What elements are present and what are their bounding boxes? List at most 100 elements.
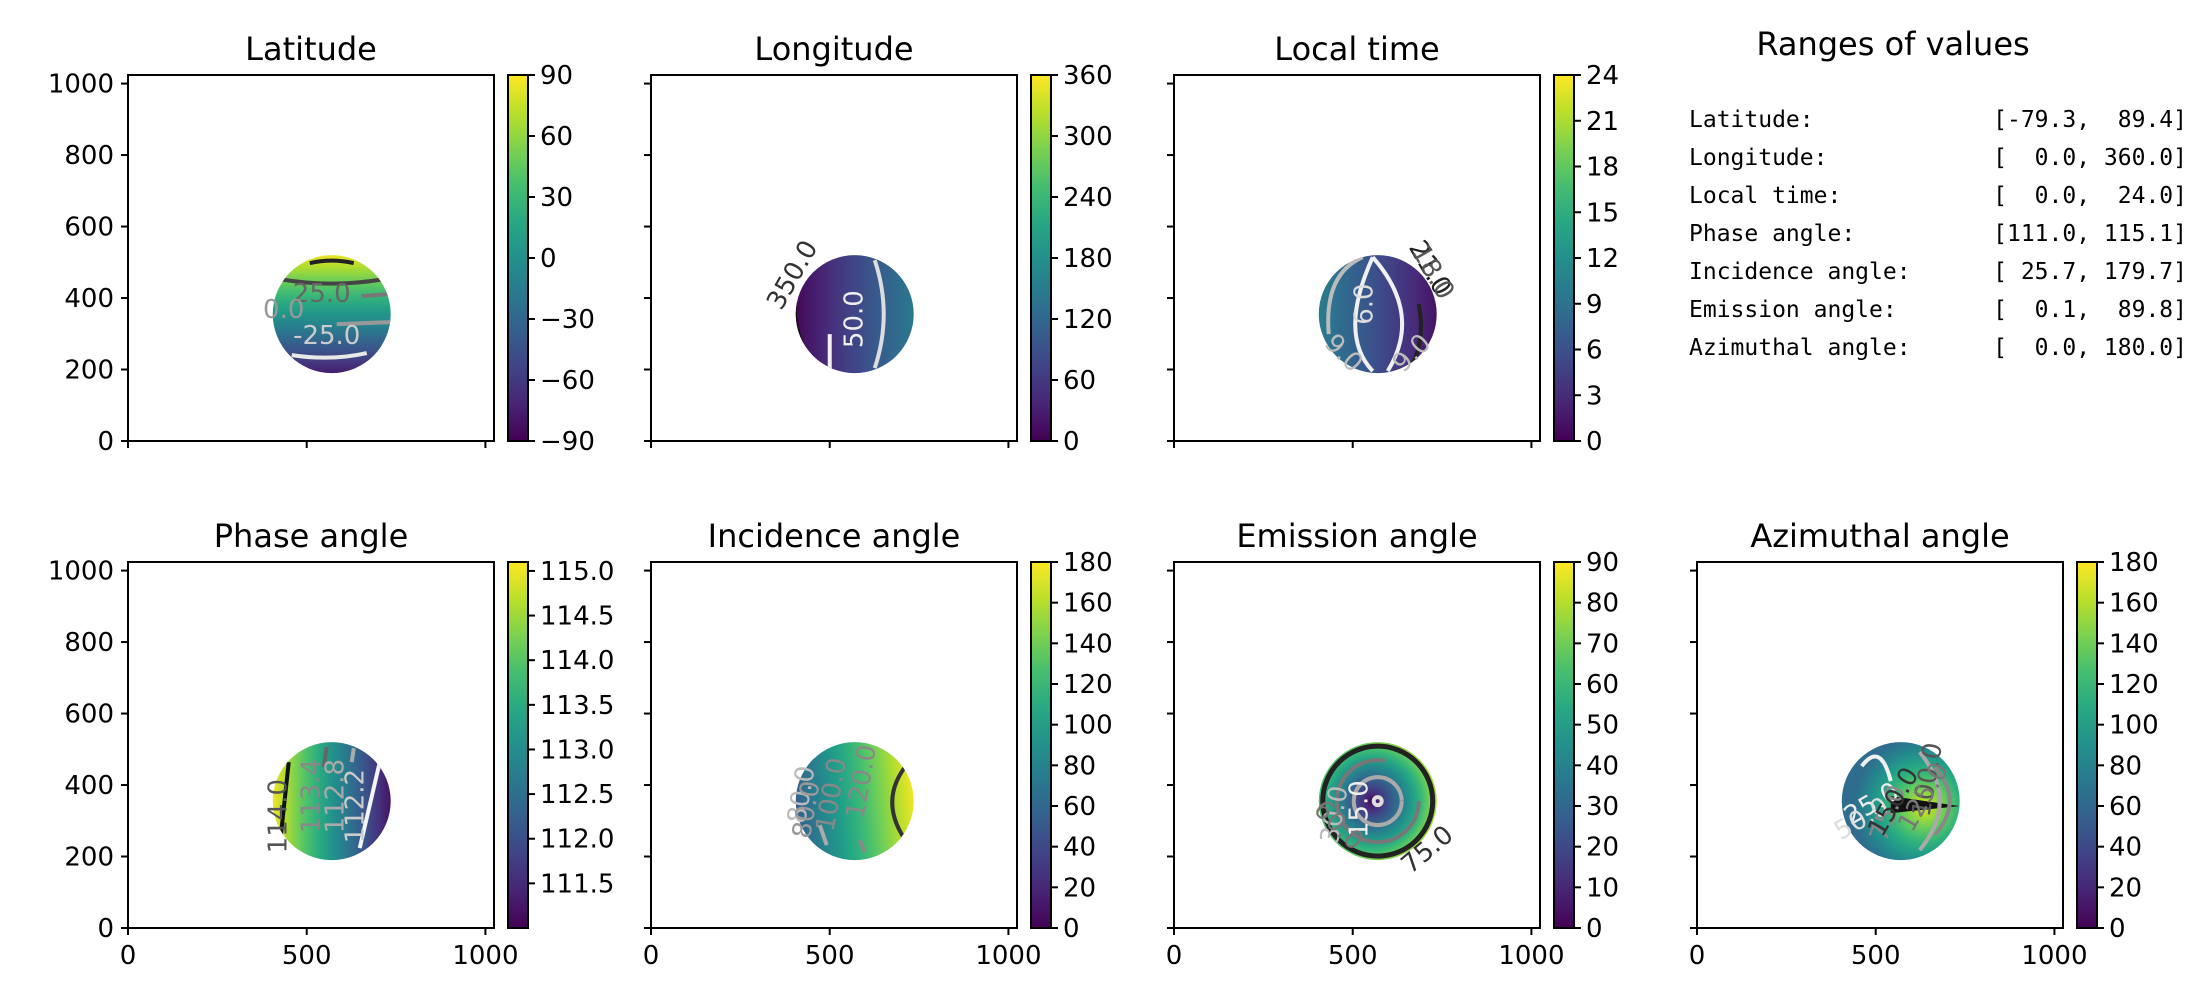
colorbar-tick-label: 80: [1063, 751, 1096, 781]
contour-line: [857, 839, 867, 853]
colorbar: [2076, 561, 2098, 929]
y-tick-label: 400: [64, 284, 114, 314]
planet-disk: [272, 742, 391, 861]
planet-disk: [795, 742, 914, 861]
colorbar-tick-label: 70: [1586, 629, 1619, 659]
colorbar-tick-label: 160: [2109, 589, 2159, 619]
y-tick-label: 1000: [48, 557, 114, 587]
contour-line: [1371, 795, 1384, 808]
contour-line: [1933, 765, 1952, 837]
colorbar-tick-label: −90: [540, 427, 595, 457]
colorbar-tick-label: 0: [1586, 427, 1603, 457]
contour-label: -25.0: [293, 321, 360, 351]
colorbar-tick-label: 100: [1063, 711, 1113, 741]
y-tick-label: 600: [64, 700, 114, 730]
panel-title: Latitude: [245, 30, 377, 68]
x-tick-label: 0: [1689, 941, 1706, 971]
x-tick-label: 500: [1328, 941, 1378, 971]
contour-line: [1320, 743, 1436, 859]
colorbar-tick-label: 18: [1586, 153, 1619, 183]
contours: [279, 258, 391, 360]
colorbar-tick-label: 30: [540, 183, 573, 213]
axes-frame: [127, 74, 495, 442]
range-value: [ 0.0, 360.0]: [1993, 145, 2187, 171]
range-value: [-79.3, 89.4]: [1993, 107, 2187, 133]
colorbar-tick-label: 21: [1586, 107, 1619, 137]
colorbar-tick-label: 112.5: [540, 780, 614, 810]
colorbar: [507, 74, 529, 442]
range-label: Longitude:: [1689, 145, 1827, 171]
contours: [1320, 743, 1436, 859]
planet-disk: [795, 255, 914, 374]
contour-line: [1351, 775, 1404, 828]
colorbar-tick-label: 300: [1063, 122, 1113, 152]
colorbar-tick-label: 60: [1063, 792, 1096, 822]
colorbar-tick-label: 15: [1586, 198, 1619, 228]
colorbar-tick-label: 60: [1063, 366, 1096, 396]
colorbar-tick-label: 114.0: [540, 646, 614, 676]
range-label: Local time:: [1689, 183, 1841, 209]
panel-title: Incidence angle: [708, 517, 961, 555]
colorbar-tick-label: 0: [1063, 914, 1080, 944]
axes-frame: [127, 561, 495, 929]
contour-line: [279, 277, 385, 286]
colorbar-tick-label: 10: [1586, 873, 1619, 903]
contour-line: [309, 258, 355, 266]
colorbar-tick-label: 111.5: [540, 869, 614, 899]
panel-title: Local time: [1274, 30, 1439, 68]
contours: [1860, 750, 1960, 852]
colorbar-tick-label: 60: [2109, 792, 2142, 822]
x-tick-label: 500: [805, 941, 855, 971]
colorbar-tick-label: 113.0: [540, 735, 614, 765]
colorbar-tick-label: 9: [1586, 290, 1603, 320]
y-tick-label: 200: [64, 356, 114, 386]
colorbar: [1030, 74, 1052, 442]
axes-frame: [650, 561, 1018, 929]
planet-disk: [272, 255, 391, 374]
y-tick-label: 400: [64, 771, 114, 801]
colorbar-tick-label: 20: [1063, 873, 1096, 903]
colorbar: [1030, 561, 1052, 929]
colorbar-tick-label: 115.0: [540, 557, 614, 587]
axes-frame: [650, 74, 1018, 442]
colorbar-tick-label: 120: [2109, 670, 2159, 700]
colorbar-tick-label: 80: [2109, 751, 2142, 781]
contour-line: [1334, 758, 1421, 845]
x-tick-label: 1000: [452, 941, 518, 971]
colorbar-tick-label: −30: [540, 305, 595, 335]
contour-label: 6.0: [1350, 283, 1380, 324]
colorbar-tick-label: 113.5: [540, 691, 614, 721]
y-tick-label: 800: [64, 141, 114, 171]
contour-line: [349, 747, 356, 763]
range-value: [ 0.1, 89.8]: [1993, 297, 2187, 323]
contour-line: [817, 824, 829, 846]
colorbar-tick-label: 160: [1063, 589, 1113, 619]
contour-label: 113.4: [297, 759, 327, 833]
contour-line: [336, 320, 391, 327]
contour-line: [1371, 255, 1405, 373]
range-label: Latitude:: [1689, 107, 1814, 133]
panel-title: Ranges of values: [1756, 25, 2029, 63]
contour-line: [1860, 754, 1893, 782]
x-tick-label: 500: [1851, 941, 1901, 971]
colorbar-tick-label: 360: [1063, 61, 1113, 91]
x-tick-label: 500: [282, 941, 332, 971]
ranges-panel: Ranges of values Latitude: [-79.3, 89.4] Lo…: [1689, 25, 2187, 361]
colorbar-tick-label: 90: [1586, 548, 1619, 578]
contour-line: [291, 351, 368, 360]
colorbar-tick-label: 140: [1063, 629, 1113, 659]
colorbar-tick-label: 90: [540, 61, 573, 91]
axes-frame: [1696, 561, 2064, 929]
colorbar-tick-label: 3: [1586, 381, 1603, 411]
colorbar-tick-label: 50: [1586, 711, 1619, 741]
contour-line: [321, 746, 329, 768]
axes-frame: [1173, 74, 1541, 442]
x-tick-label: 1000: [1498, 941, 1564, 971]
colorbar: [507, 561, 529, 929]
colorbar-tick-label: 80: [1586, 589, 1619, 619]
colorbar-tick-label: 24: [1586, 61, 1619, 91]
